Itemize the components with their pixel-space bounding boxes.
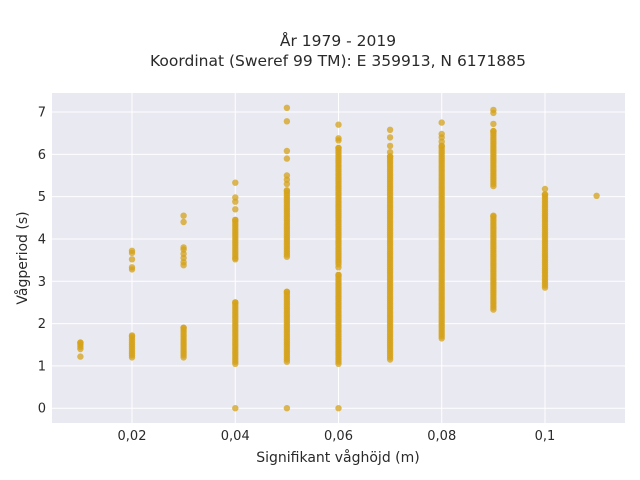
data-point	[232, 256, 239, 263]
data-point	[490, 106, 497, 114]
data-point	[541, 185, 549, 193]
data-point	[283, 104, 291, 112]
data-point	[438, 130, 445, 138]
y-tick-label: 1	[38, 359, 46, 374]
y-tick-label: 0	[38, 402, 46, 417]
data-point	[335, 121, 342, 128]
x-tick-label: 0,02	[118, 429, 147, 444]
data-point	[335, 144, 342, 152]
data-points	[77, 104, 600, 412]
data-point	[180, 244, 187, 251]
chart-title-line2: Koordinat (Sweref 99 TM): E 359913, N 61…	[150, 52, 526, 70]
data-point	[180, 324, 187, 331]
data-point	[128, 256, 136, 263]
data-point	[128, 264, 136, 271]
data-point	[232, 194, 239, 201]
x-axis-label: Signifikant våghöjd (m)	[256, 449, 419, 466]
data-point	[283, 405, 291, 412]
data-point	[386, 126, 394, 133]
data-point	[232, 216, 239, 224]
data-point	[283, 155, 291, 162]
x-tick-label: 0,08	[427, 429, 456, 444]
data-point	[386, 134, 394, 141]
y-tick-label: 5	[38, 190, 46, 205]
x-tick-label: 0,04	[221, 429, 250, 444]
data-point	[386, 142, 394, 150]
data-point	[335, 271, 342, 279]
y-tick-label: 2	[38, 317, 46, 332]
chart-title-line1: År 1979 - 2019	[280, 31, 396, 50]
data-point	[593, 192, 600, 199]
data-point	[283, 118, 291, 125]
data-point	[490, 127, 497, 135]
data-point	[180, 218, 187, 226]
data-point	[232, 405, 239, 412]
x-tick-label: 0,06	[324, 429, 353, 444]
data-point	[335, 405, 342, 412]
y-tick-label: 3	[38, 275, 46, 290]
data-point	[232, 206, 239, 213]
data-point	[438, 119, 445, 126]
data-point	[386, 149, 394, 156]
data-point	[283, 288, 291, 295]
x-tick-label: 0,1	[535, 429, 556, 444]
data-point	[490, 120, 497, 128]
y-tick-label: 7	[38, 106, 46, 121]
data-point	[283, 187, 291, 194]
data-point	[283, 147, 291, 155]
data-point	[77, 353, 84, 360]
data-point	[335, 135, 342, 142]
data-point	[232, 299, 239, 306]
data-point	[232, 179, 239, 186]
data-point	[490, 212, 497, 219]
data-point	[128, 247, 136, 254]
y-tick-label: 6	[38, 148, 46, 163]
y-axis-ticks: 0 1 2 3 4 5 6 7	[38, 106, 46, 417]
y-axis-label: Vågperiod (s)	[14, 211, 31, 304]
data-point	[335, 264, 342, 271]
data-point	[128, 332, 136, 339]
x-axis-ticks: 0,02 0,04 0,06 0,08 0,1	[118, 429, 556, 444]
y-tick-label: 4	[38, 232, 46, 247]
data-point	[541, 191, 549, 198]
data-point	[77, 339, 84, 346]
data-point	[283, 172, 291, 179]
data-point	[180, 212, 187, 219]
